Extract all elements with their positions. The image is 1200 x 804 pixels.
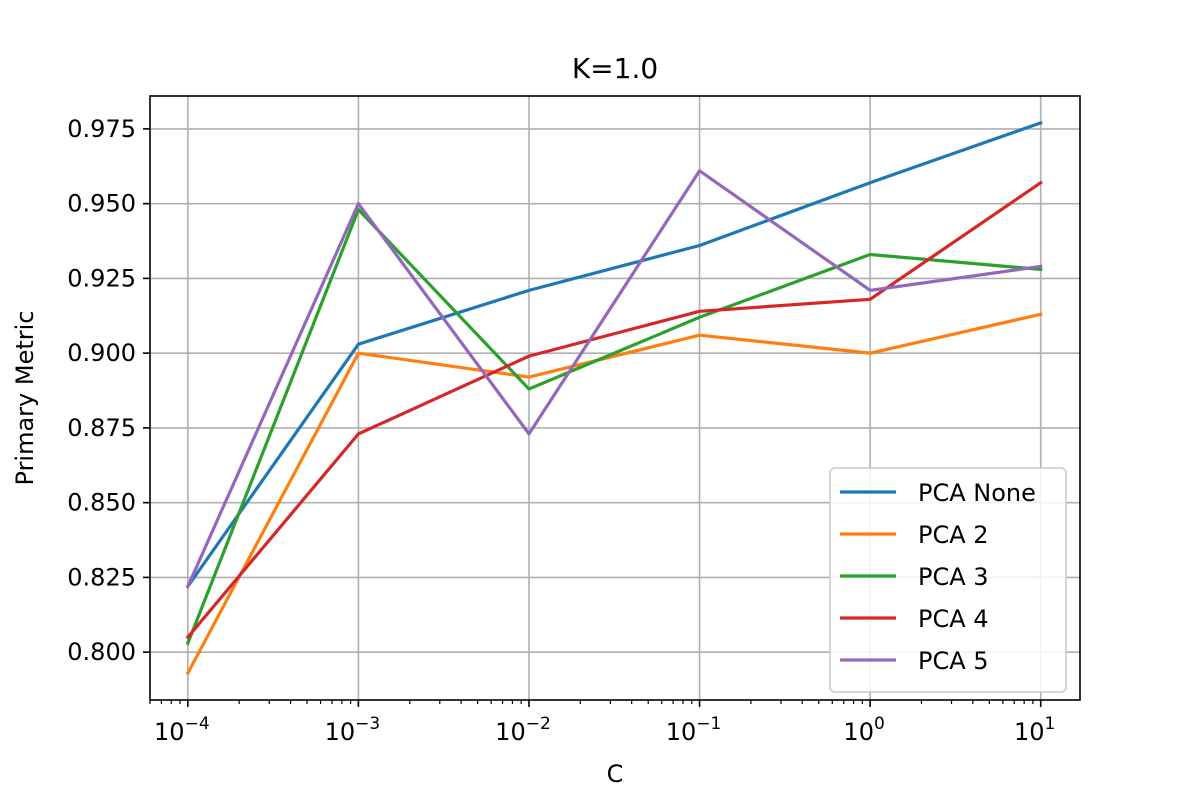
x-axis-ticks: 10−4 10−3 10−2 10−1 100 101	[149, 700, 1055, 746]
legend-label: PCA 5	[918, 647, 989, 675]
chart-title: K=1.0	[572, 52, 658, 85]
y-tick-label: 0.875	[67, 414, 136, 442]
legend-label: PCA 2	[918, 521, 989, 549]
y-axis-label: Primary Metric	[11, 311, 39, 486]
x-axis-label: C	[607, 760, 624, 788]
series-line-3	[185, 208, 1043, 646]
x-tick-label: 10−1	[666, 714, 722, 746]
series-line-5	[185, 169, 1043, 589]
y-tick-label: 0.800	[67, 638, 136, 666]
y-tick-label: 0.975	[67, 115, 136, 143]
y-tick-label: 0.950	[67, 190, 136, 218]
legend-label: PCA None	[918, 479, 1036, 507]
axes-frame	[149, 95, 1081, 701]
legend-box	[829, 467, 1067, 693]
x-tick-label: 101	[1014, 714, 1055, 746]
grid-lines	[150, 96, 1080, 700]
series-line-2	[185, 312, 1043, 676]
series-line-1	[185, 120, 1043, 589]
legend: PCA None PCA 2 PCA 3 PCA 4 PCA 5	[829, 467, 1067, 693]
x-tick-label: 10−3	[325, 714, 381, 746]
legend-label: PCA 3	[918, 563, 989, 591]
y-tick-label: 0.825	[67, 563, 136, 591]
y-tick-label: 0.850	[67, 489, 136, 517]
x-tick-label: 10−2	[495, 714, 551, 746]
y-tick-label: 0.925	[67, 264, 136, 292]
x-tick-label: 10−4	[154, 714, 210, 746]
x-tick-label: 100	[843, 714, 884, 746]
series-line-4	[185, 180, 1043, 640]
legend-label: PCA 4	[918, 605, 989, 633]
y-tick-label: 0.900	[67, 339, 136, 367]
series-lines	[185, 120, 1043, 676]
y-axis-ticks: 0.800 0.825 0.850 0.875 0.900 0.925 0.950 0.975	[67, 115, 150, 666]
